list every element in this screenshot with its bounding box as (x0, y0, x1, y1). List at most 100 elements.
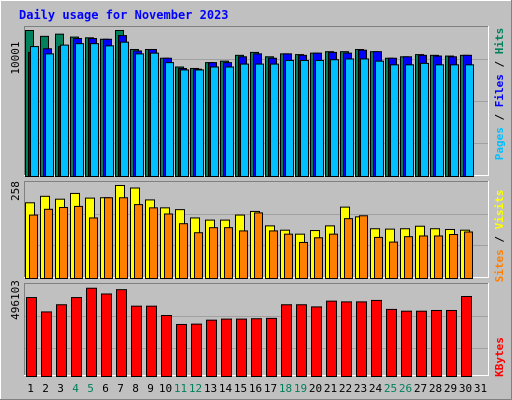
bar-pages-30 (465, 64, 474, 177)
bar-sites-3 (59, 206, 68, 279)
bar-kbytes-30 (461, 295, 472, 378)
bar-kbytes-26 (401, 310, 412, 377)
bar-sites-16 (254, 212, 263, 280)
x-tick-label-12: 12 (189, 382, 202, 395)
bar-kbytes-2 (41, 311, 52, 377)
bar-sites-13 (209, 227, 218, 280)
legend-hits: Hits (493, 28, 506, 55)
x-tick-label-30: 30 (459, 382, 472, 395)
bar-kbytes-5 (86, 287, 97, 378)
x-tick-label-19: 19 (294, 382, 307, 395)
bar-kbytes-8 (131, 305, 142, 378)
bar-pages-26 (405, 64, 414, 177)
bar-sites-15 (239, 230, 248, 280)
bar-sites-5 (89, 217, 98, 280)
x-tick-label-23: 23 (354, 382, 367, 395)
bar-kbytes-1 (26, 297, 37, 378)
top-y-tick-label: 10001 (9, 41, 22, 74)
bar-pages-21 (330, 59, 339, 177)
bar-pages-22 (345, 58, 354, 177)
bar-pages-5 (90, 43, 99, 177)
legend-bottom: KBytes (493, 337, 506, 377)
x-tick-label-17: 17 (264, 382, 277, 395)
x-tick-label-7: 7 (117, 382, 124, 395)
top-panel-bars (25, 30, 474, 178)
x-tick-label-20: 20 (309, 382, 322, 395)
x-tick-label-4: 4 (72, 382, 79, 395)
bar-kbytes-15 (236, 318, 247, 377)
x-tick-label-26: 26 (399, 382, 412, 395)
bar-pages-15 (240, 63, 249, 177)
bar-pages-23 (360, 58, 369, 177)
legend-pages: Pages (493, 127, 506, 160)
bar-pages-24 (375, 60, 384, 177)
bar-sites-2 (44, 208, 53, 279)
bar-sites-9 (149, 207, 158, 279)
x-tick-label-28: 28 (429, 382, 442, 395)
x-tick-label-31: 31 (474, 382, 487, 395)
bar-sites-7 (119, 197, 128, 279)
bar-sites-24 (374, 236, 383, 280)
bar-kbytes-3 (56, 304, 67, 378)
bar-sites-10 (164, 213, 173, 279)
bar-kbytes-24 (371, 299, 382, 377)
x-tick-label-27: 27 (414, 382, 427, 395)
bar-kbytes-16 (251, 318, 262, 377)
bar-kbytes-22 (341, 301, 352, 377)
bar-sites-18 (284, 233, 293, 280)
x-tick-label-3: 3 (57, 382, 64, 395)
bar-kbytes-29 (446, 309, 457, 377)
bar-sites-22 (344, 218, 353, 280)
legend-middle: Sites / Visits (493, 190, 506, 283)
middle-y-tick-label: 258 (9, 181, 22, 201)
x-tick-label-16: 16 (249, 382, 262, 395)
bar-kbytes-4 (71, 297, 82, 378)
bar-pages-3 (60, 44, 69, 177)
bar-kbytes-6 (101, 293, 112, 377)
bar-pages-20 (315, 59, 324, 177)
bar-kbytes-19 (296, 304, 307, 378)
x-tick-label-29: 29 (444, 382, 457, 395)
bar-kbytes-17 (266, 317, 277, 377)
bar-pages-28 (435, 64, 444, 177)
bar-pages-19 (300, 59, 309, 177)
bar-pages-2 (45, 53, 54, 177)
x-tick-label-13: 13 (204, 382, 217, 395)
bar-pages-7 (120, 41, 129, 177)
x-tick-label-6: 6 (102, 382, 109, 395)
bar-sites-23 (359, 215, 368, 279)
x-tick-label-22: 22 (339, 382, 352, 395)
bar-kbytes-18 (281, 304, 292, 378)
bar-sites-26 (404, 236, 413, 280)
x-tick-label-9: 9 (147, 382, 154, 395)
bar-pages-18 (285, 59, 294, 177)
legend-sep-2: / (493, 54, 506, 74)
bar-sites-30 (464, 231, 473, 279)
bar-pages-17 (270, 63, 279, 177)
bar-sites-8 (134, 204, 143, 279)
x-tick-label-21: 21 (324, 382, 337, 395)
bottom-y-tick-label: 496103 (9, 280, 22, 320)
bar-sites-4 (74, 205, 83, 280)
bar-sites-1 (29, 214, 38, 279)
bar-kbytes-28 (431, 309, 442, 377)
x-tick-label-25: 25 (384, 382, 397, 395)
bar-sites-28 (434, 235, 443, 280)
x-tick-label-11: 11 (174, 382, 187, 395)
bar-pages-8 (135, 53, 144, 177)
bar-kbytes-9 (146, 305, 157, 378)
bar-pages-9 (150, 52, 159, 177)
bar-kbytes-25 (386, 308, 397, 377)
bar-kbytes-23 (356, 301, 367, 377)
x-tick-label-18: 18 (279, 382, 292, 395)
legend-top: Pages / Files / Hits (493, 28, 506, 161)
bar-sites-29 (449, 234, 458, 279)
bar-pages-25 (390, 64, 399, 177)
bar-sites-6 (104, 197, 113, 279)
bar-sites-20 (314, 237, 323, 279)
bar-pages-27 (420, 62, 429, 177)
x-tick-label-10: 10 (159, 382, 172, 395)
bar-kbytes-21 (326, 300, 337, 377)
legend-sep-1: / (493, 107, 506, 127)
bar-kbytes-12 (191, 323, 202, 378)
